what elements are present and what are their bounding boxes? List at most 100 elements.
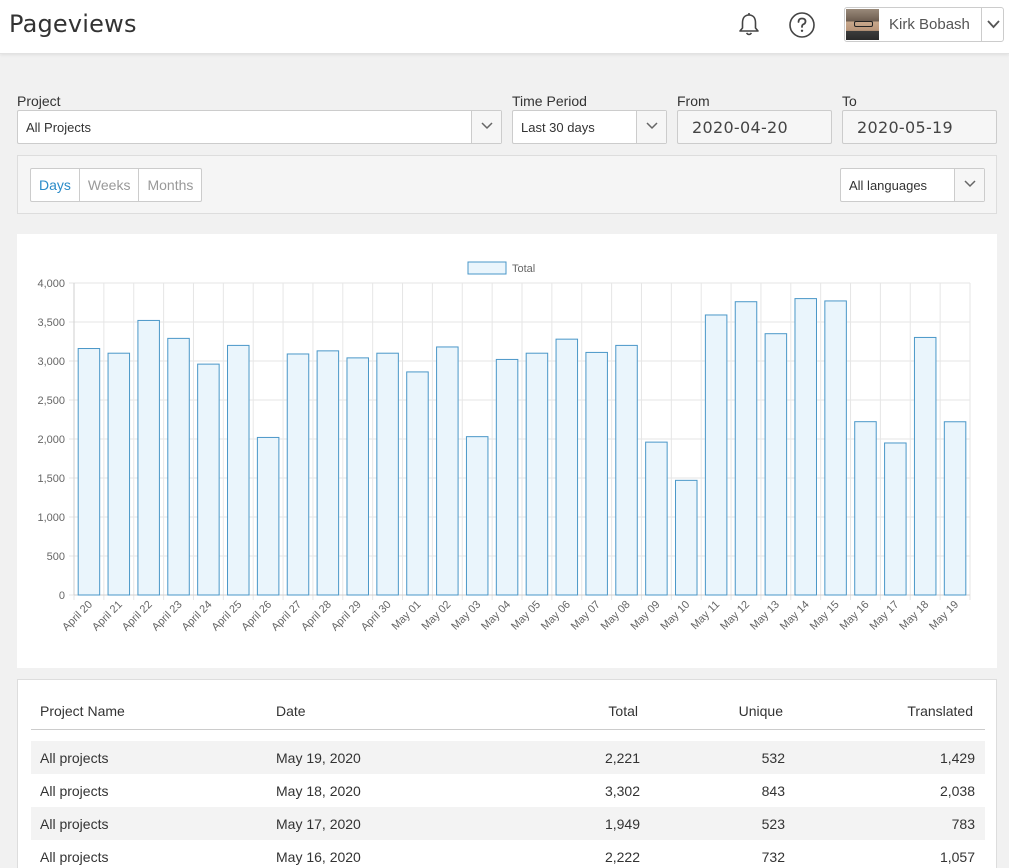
- language-select-value: All languages: [849, 178, 928, 193]
- cell-date: May 17, 2020: [276, 816, 361, 832]
- cell-unique: 532: [761, 750, 785, 766]
- table-row: All projects May 16, 2020 2,222 732 1,05…: [31, 840, 985, 868]
- y-tick-label: 3,000: [37, 356, 65, 368]
- cell-total: 2,221: [604, 750, 640, 766]
- page-title: Pageviews: [9, 10, 137, 38]
- granularity-days-button[interactable]: Days: [31, 169, 80, 201]
- language-select[interactable]: All languages: [840, 168, 985, 202]
- bar: [525, 352, 549, 596]
- x-tick-label: May 07: [569, 599, 603, 633]
- chevron-down-icon[interactable]: [981, 8, 1004, 41]
- bar: [256, 436, 280, 596]
- bar: [704, 314, 728, 596]
- bar: [585, 351, 608, 596]
- help-icon[interactable]: [788, 11, 816, 39]
- x-tick-label: April 29: [329, 599, 364, 634]
- cell-project-name: All projects: [40, 849, 109, 865]
- bar: [346, 357, 369, 596]
- table-row: All projects May 18, 2020 3,302 843 2,03…: [31, 774, 985, 807]
- x-tick-label: May 12: [718, 599, 752, 633]
- time-period-select[interactable]: Last 30 days: [512, 110, 667, 144]
- x-tick-label: May 13: [748, 599, 782, 633]
- bar: [824, 300, 847, 596]
- column-header-translated[interactable]: Translated: [907, 703, 973, 719]
- bar: [197, 363, 220, 596]
- x-tick-label: May 17: [867, 599, 901, 633]
- bar: [286, 353, 310, 596]
- cell-date: May 19, 2020: [276, 750, 361, 766]
- legend-label: Total: [512, 263, 535, 275]
- cell-total: 1,949: [604, 816, 640, 832]
- cell-unique: 523: [761, 816, 785, 832]
- y-tick-label: 2,500: [37, 395, 65, 407]
- to-date-input[interactable]: 2020-05-19: [842, 110, 997, 144]
- pageviews-table: Project Name Date Total Unique Translate…: [17, 679, 997, 868]
- x-tick-label: May 14: [778, 599, 812, 633]
- bar: [107, 352, 131, 596]
- x-tick-label: May 02: [419, 599, 453, 633]
- to-label: To: [842, 93, 857, 109]
- bar: [555, 338, 579, 596]
- pageviews-chart: 0 500 1,000 1,500 2,000 2,500 3,000 3,500 4,000 A…: [17, 234, 997, 668]
- x-tick-label: April 24: [180, 599, 215, 634]
- granularity-months-button[interactable]: Months: [147, 177, 194, 193]
- user-name: Kirk Bobash: [889, 16, 970, 33]
- y-tick-label: 1,000: [37, 512, 65, 524]
- x-tick-label: April 22: [120, 599, 155, 634]
- x-tick-label: May 04: [479, 599, 513, 633]
- table-row: All projects May 17, 2020 1,949 523 783: [31, 807, 985, 840]
- x-tick-label: May 15: [808, 599, 842, 633]
- bar: [465, 436, 489, 596]
- cell-project-name: All projects: [40, 783, 109, 799]
- x-tick-label: May 06: [539, 599, 573, 633]
- bar: [734, 301, 758, 596]
- bar: [794, 298, 817, 596]
- x-tick-label: May 19: [927, 599, 961, 633]
- x-tick-label: May 18: [897, 599, 931, 633]
- time-period-value: Last 30 days: [521, 120, 595, 135]
- x-tick-label: April 20: [60, 599, 95, 634]
- cell-unique: 843: [761, 783, 785, 799]
- column-header-date[interactable]: Date: [276, 703, 306, 719]
- chart-options-panel: Days Weeks Months All languages: [17, 155, 997, 214]
- chevron-down-icon: [636, 111, 666, 143]
- x-tick-label: May 01: [390, 599, 424, 633]
- x-tick-label: April 25: [210, 599, 245, 634]
- bar: [137, 319, 160, 596]
- project-select-value: All Projects: [26, 120, 92, 135]
- x-tick-label: May 05: [509, 599, 543, 633]
- column-header-unique[interactable]: Unique: [738, 703, 783, 719]
- top-bar: Pageviews Kirk Bobash: [0, 0, 1009, 54]
- cell-total: 3,302: [604, 783, 640, 799]
- bar: [884, 442, 907, 596]
- from-label: From: [677, 93, 710, 109]
- from-date-input[interactable]: 2020-04-20: [677, 110, 832, 144]
- bell-icon[interactable]: [735, 11, 763, 39]
- granularity-weeks-button[interactable]: Weeks: [80, 169, 140, 201]
- bar: [764, 333, 788, 596]
- x-tick-label: April 30: [359, 599, 394, 634]
- bar: [913, 336, 937, 596]
- granularity-toggle: Days Weeks Months: [30, 168, 203, 202]
- x-tick-label: May 10: [658, 599, 692, 633]
- y-tick-label: 2,000: [37, 434, 65, 446]
- bar: [615, 344, 638, 596]
- column-header-project-name[interactable]: Project Name: [40, 703, 125, 719]
- chevron-down-icon: [954, 169, 984, 201]
- table-row: All projects May 19, 2020 2,221 532 1,42…: [31, 741, 985, 774]
- bar-chart-svg: 0 500 1,000 1,500 2,000 2,500 3,000 3,500 4,000 A…: [37, 261, 971, 634]
- cell-project-name: All projects: [40, 816, 109, 832]
- avatar: [846, 9, 879, 40]
- bar: [943, 421, 967, 596]
- x-tick-label: May 08: [599, 599, 633, 633]
- y-tick-label: 0: [59, 590, 65, 602]
- user-menu[interactable]: Kirk Bobash: [844, 7, 1004, 42]
- column-header-total[interactable]: Total: [608, 703, 638, 719]
- cell-translated: 783: [951, 816, 975, 832]
- bar: [167, 337, 190, 596]
- project-select[interactable]: All Projects: [17, 110, 502, 144]
- bar: [376, 352, 399, 596]
- x-tick-label: May 16: [838, 599, 872, 633]
- cell-translated: 1,057: [939, 849, 975, 865]
- legend-swatch: [467, 261, 507, 275]
